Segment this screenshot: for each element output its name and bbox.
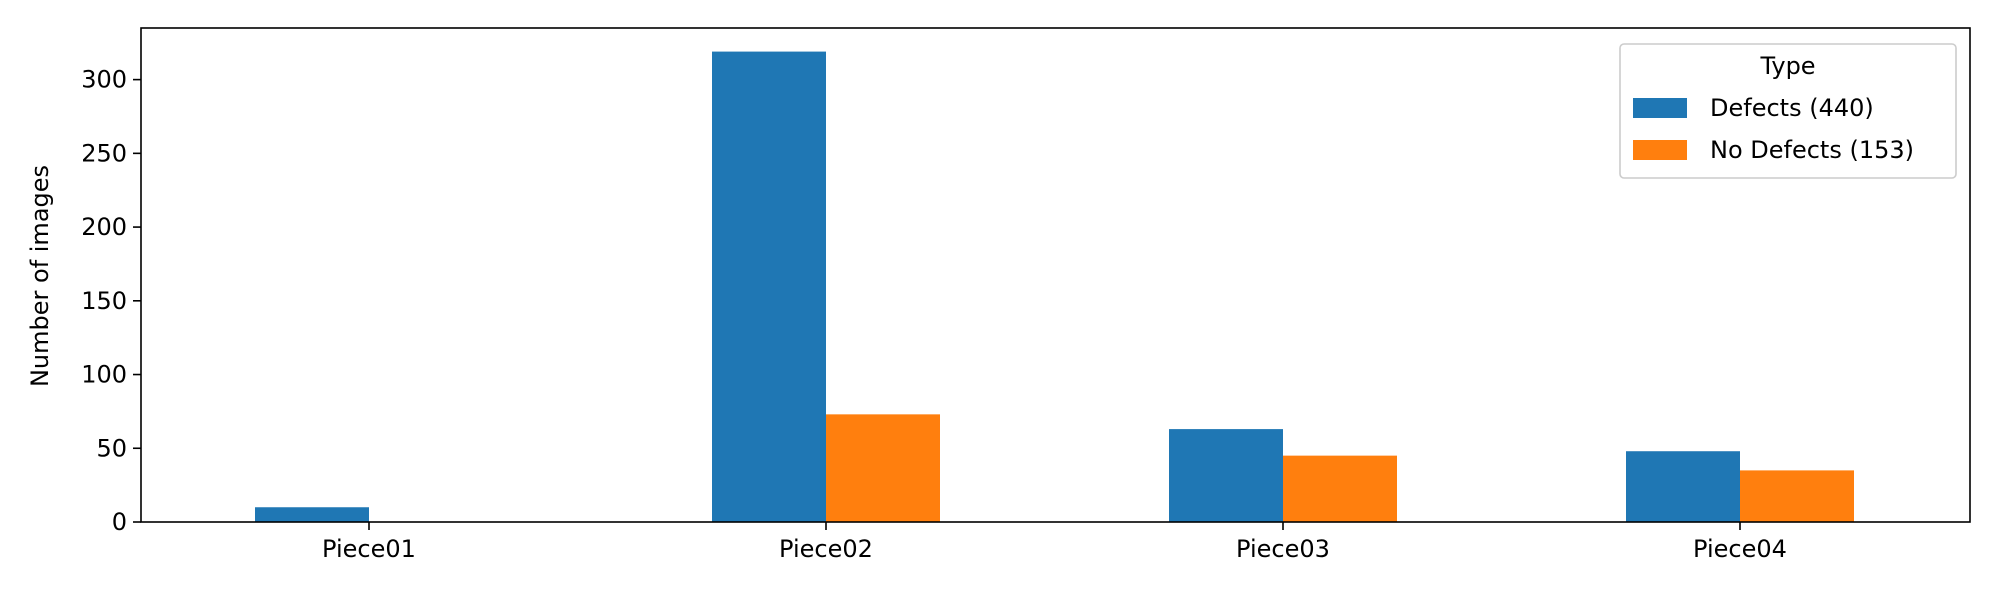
- y-tick-label: 0: [112, 508, 127, 536]
- y-tick-label: 200: [81, 213, 127, 241]
- y-tick-label: 50: [96, 434, 127, 462]
- bar-piece03-series-1: [1169, 429, 1283, 522]
- x-tick-label: Piece03: [1236, 535, 1330, 563]
- y-tick-label: 100: [81, 361, 127, 389]
- x-tick-label: Piece04: [1693, 535, 1787, 563]
- y-axis-label: Number of images: [26, 165, 54, 387]
- bars-layer: [255, 51, 1854, 523]
- bar-piece01-series-1: [255, 507, 369, 522]
- bar-piece02-series-2: [826, 414, 940, 522]
- y-tick-label: 250: [81, 139, 127, 167]
- legend-title: Type: [1759, 52, 1815, 80]
- bar-piece04-series-2: [1740, 470, 1854, 522]
- legend-box: [1619, 43, 1957, 179]
- legend-swatch-series-2: [1633, 140, 1687, 160]
- x-tick-label: Piece02: [779, 535, 873, 563]
- x-tick-label: Piece01: [322, 535, 416, 563]
- axes-layer: 0 50 100 150 200 250 300 Piece01 Piece02 Piece03 P…: [81, 27, 1971, 563]
- bar-piece02-series-1: [712, 51, 826, 523]
- y-tick-label: 300: [81, 66, 127, 94]
- y-tick-label: 150: [81, 287, 127, 315]
- bar-piece04-series-1: [1626, 451, 1740, 522]
- bar-piece03-series-2: [1283, 455, 1397, 522]
- legend-label-series-2: No Defects (153): [1710, 136, 1914, 164]
- plot-frame: [140, 27, 1971, 523]
- legend: Type Defects (440) No Defects (153): [1619, 43, 1957, 179]
- legend-swatch-series-1: [1633, 98, 1687, 118]
- legend-label-series-1: Defects (440): [1710, 94, 1874, 122]
